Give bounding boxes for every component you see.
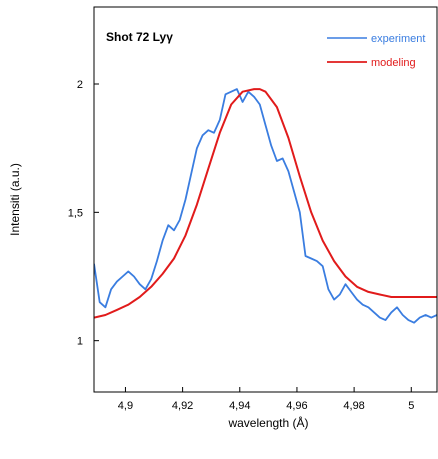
x-tick-label: 4,98	[343, 400, 364, 412]
plot-frame	[93, 6, 438, 393]
y-tick-label: 1	[77, 336, 83, 348]
y-axis-title: Intensiti (a.u.)	[8, 163, 22, 236]
y-tick-label: 1,5	[68, 207, 83, 219]
x-axis-title: wavelength (Å)	[227, 415, 308, 430]
series-line-experiment	[94, 88, 437, 324]
x-tick-label: 4,9	[118, 400, 133, 412]
x-tick-label: 4,94	[229, 400, 250, 412]
panel-title: Shot 72 Lyγ	[106, 30, 173, 44]
x-tick-label: 4,96	[286, 400, 307, 412]
x-tick-label: 4,92	[172, 400, 193, 412]
legend-label-experiment: experiment	[371, 33, 425, 45]
y-tick-label: 2	[77, 79, 83, 91]
series-line-modeling	[94, 88, 437, 319]
x-tick-label: 5	[408, 400, 414, 412]
legend-label-modeling: modeling	[371, 57, 416, 69]
